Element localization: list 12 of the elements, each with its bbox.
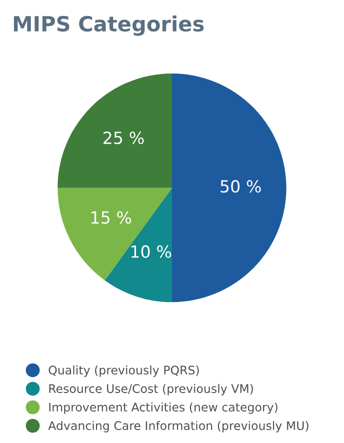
legend-label: Resource Use/Cost (previously VM) <box>49 384 253 396</box>
pie-slice <box>58 188 172 280</box>
legend-label: Advancing Care Information (previously MU) <box>48 420 308 432</box>
legend-label: Improvement Activities (new category) <box>49 402 278 414</box>
pie-slice <box>172 73 286 302</box>
pie-slice <box>58 73 172 188</box>
data-label: 10 % <box>131 245 172 258</box>
legend-label: Quality (previously PQRS) <box>48 365 199 377</box>
data-label: 50 % <box>220 180 261 193</box>
chart-title: MIPS Categories <box>14 16 204 36</box>
data-label: 15 % <box>92 211 132 224</box>
data-label: 25 % <box>104 132 144 144</box>
